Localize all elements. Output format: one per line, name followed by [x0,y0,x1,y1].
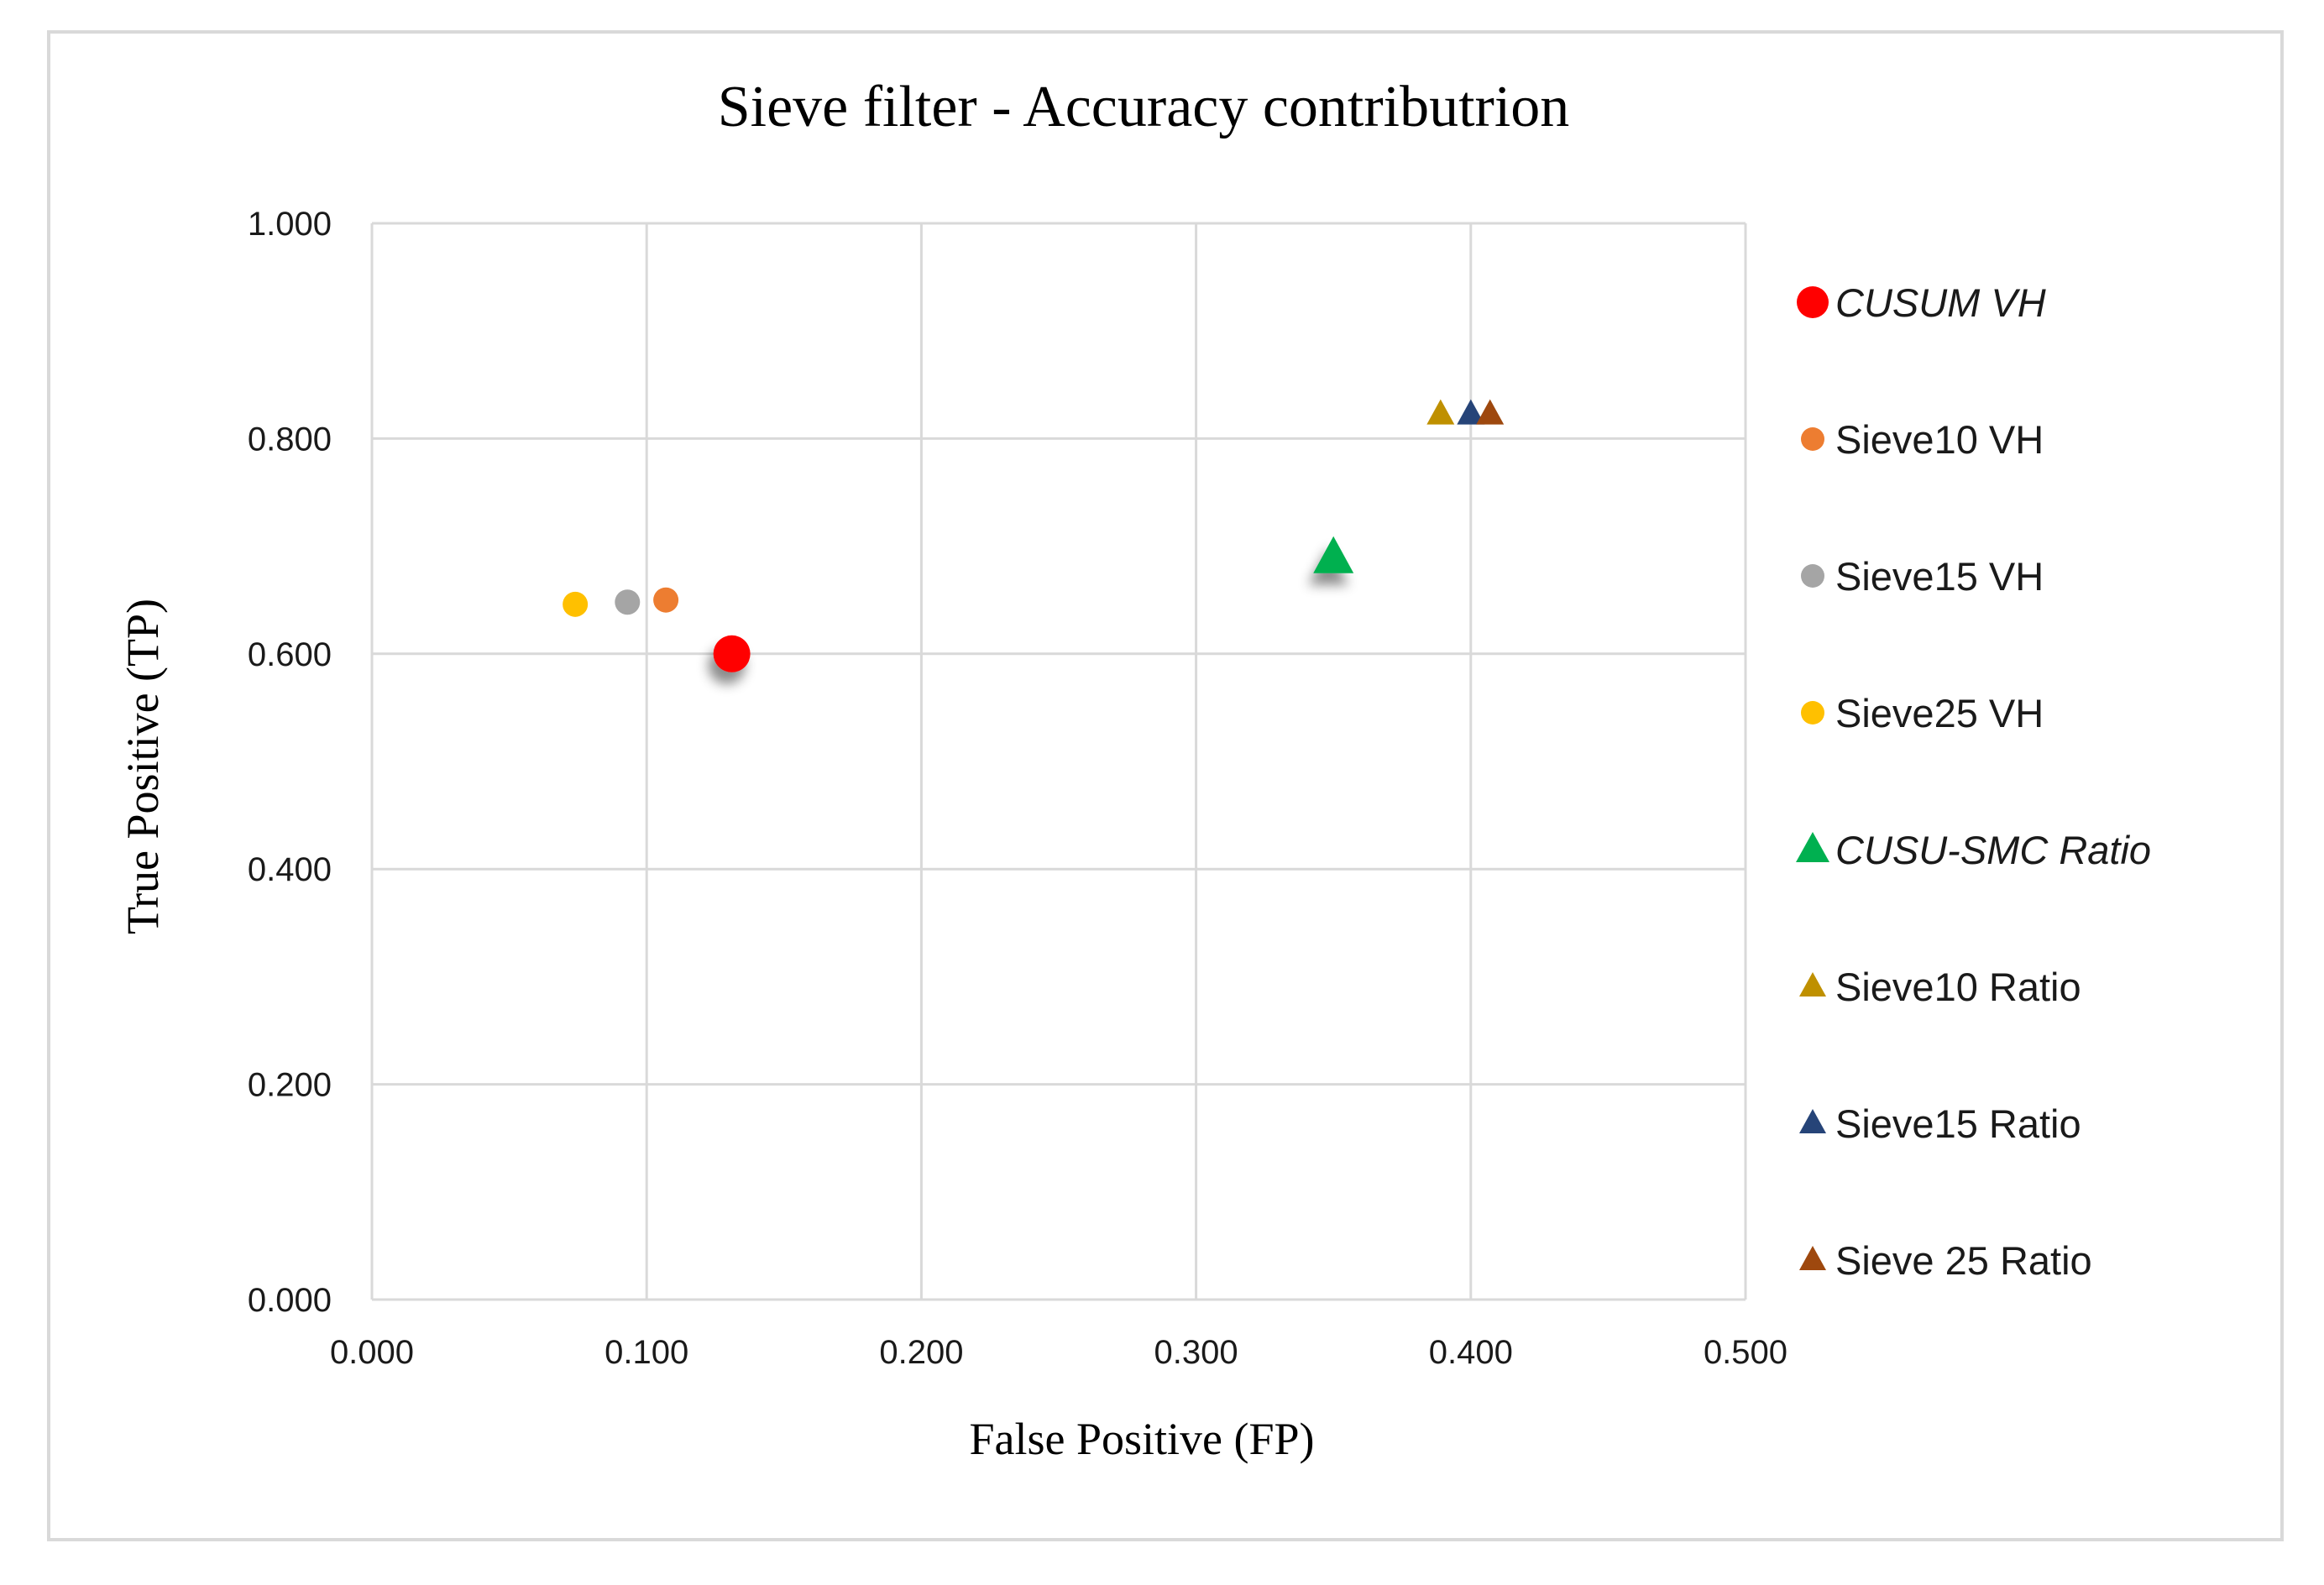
legend-item: Sieve10 VH [1801,417,2044,462]
legend-item: Sieve 25 Ratio [1799,1238,2092,1283]
legend-marker-cusu-smc-ratio [1796,832,1829,862]
legend-item: CUSU-SMC Ratio [1796,828,2151,872]
y-tick-label: 0.400 [248,851,332,888]
x-tick-label: 0.100 [605,1334,688,1371]
x-tick-label: 0.500 [1704,1334,1787,1371]
legend-item: CUSUM VH [1797,280,2046,325]
legend-item: Sieve15 Ratio [1799,1101,2081,1146]
chart-frame: Sieve filter - Accuracy contributrion 0.… [47,30,2284,1541]
y-tick-label: 0.800 [248,421,332,458]
legend-label-sieve25-vh: Sieve25 VH [1835,691,2044,735]
point-sieve10-vh [653,587,679,613]
legend-label-sieve15-vh: Sieve15 VH [1835,554,2044,599]
legend-item: Sieve25 VH [1801,691,2044,735]
x-axis-title: False Positive (FP) [969,1414,1314,1464]
x-tick-label: 0.300 [1154,1334,1238,1371]
point-sieve15-vh [615,589,641,615]
y-tick-label: 0.600 [248,636,332,673]
legend-label-sieve-25-ratio: Sieve 25 Ratio [1835,1238,2092,1283]
legend-label-sieve10-ratio: Sieve10 Ratio [1835,965,2081,1009]
tick-layer: 0.000 0.100 0.200 0.300 0.400 0.500 0.000 0.200… [248,206,1787,1371]
x-tick-label: 0.000 [330,1334,414,1371]
point-cusum-vh [713,635,751,672]
legend-marker-sieve25-vh [1801,701,1824,724]
legend-marker-sieve-25-ratio [1799,1246,1826,1270]
point-sieve-25-ratio [1476,399,1505,425]
y-tick-label: 0.200 [248,1067,332,1104]
point-sieve25-vh [563,591,589,617]
y-tick-label: 1.000 [248,206,332,243]
point-sieve15-ratio [1457,399,1485,425]
legend-item: Sieve10 Ratio [1799,965,2081,1009]
point-sieve10-ratio [1426,399,1455,425]
mark-layer [563,399,1505,672]
legend: CUSUM VH Sieve10 VH Sieve15 VH Sieve25 VH CU… [1796,280,2151,1283]
chart-title: Sieve filter - Accuracy contributrion [718,75,1570,139]
x-tick-label: 0.200 [879,1334,963,1371]
legend-label-cusum-vh: CUSUM VH [1835,280,2046,325]
y-axis-title: True Positive (TP) [118,599,168,934]
x-tick-label: 0.400 [1429,1334,1513,1371]
legend-marker-sieve10-vh [1801,427,1824,451]
legend-marker-sieve15-ratio [1799,1109,1826,1133]
chart-svg: Sieve filter - Accuracy contributrion 0.… [118,75,2151,1464]
y-tick-label: 0.000 [248,1282,332,1319]
legend-label-cusu-smc-ratio: CUSU-SMC Ratio [1835,828,2151,872]
legend-item: Sieve15 VH [1801,554,2044,599]
legend-marker-sieve15-vh [1801,564,1824,588]
grid-layer [370,222,1747,1301]
legend-label-sieve10-vh: Sieve10 VH [1835,417,2044,462]
legend-marker-cusum-vh [1797,286,1829,318]
legend-label-sieve15-ratio: Sieve15 Ratio [1835,1101,2081,1146]
legend-marker-sieve10-ratio [1799,972,1826,997]
point-cusu-smc-ratio [1313,536,1354,573]
